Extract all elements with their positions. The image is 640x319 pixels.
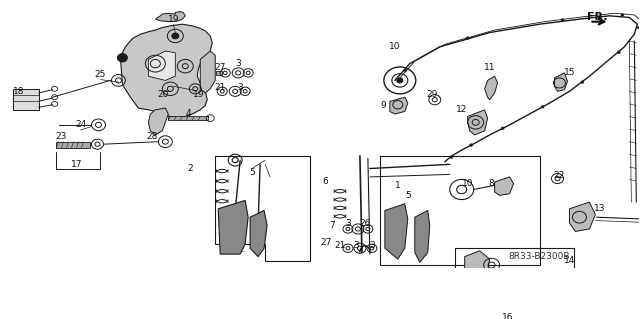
Polygon shape xyxy=(570,202,595,232)
Text: FR.: FR. xyxy=(587,12,607,22)
Circle shape xyxy=(397,78,403,83)
Polygon shape xyxy=(148,108,168,135)
Circle shape xyxy=(172,33,179,39)
Bar xyxy=(454,248,575,286)
Text: 15: 15 xyxy=(564,68,575,77)
Text: 10: 10 xyxy=(389,42,401,51)
Polygon shape xyxy=(484,76,498,100)
Circle shape xyxy=(470,144,473,146)
Text: 6: 6 xyxy=(322,177,328,186)
Polygon shape xyxy=(468,110,488,135)
Circle shape xyxy=(618,51,620,54)
Text: 28: 28 xyxy=(147,132,158,141)
Polygon shape xyxy=(250,211,267,256)
Circle shape xyxy=(466,37,469,39)
Text: 1: 1 xyxy=(395,181,401,190)
Text: 25: 25 xyxy=(95,70,106,79)
Polygon shape xyxy=(156,11,186,22)
Polygon shape xyxy=(120,24,212,118)
Polygon shape xyxy=(385,204,408,259)
Text: 18: 18 xyxy=(13,87,24,96)
Polygon shape xyxy=(200,51,215,93)
Text: 23: 23 xyxy=(55,132,67,141)
Polygon shape xyxy=(495,177,513,195)
Text: 8: 8 xyxy=(489,179,495,188)
Polygon shape xyxy=(465,251,490,276)
Circle shape xyxy=(501,127,504,130)
Text: 19: 19 xyxy=(168,15,179,24)
Polygon shape xyxy=(216,71,222,75)
Circle shape xyxy=(637,26,640,29)
Text: 3: 3 xyxy=(345,219,351,227)
Text: 22: 22 xyxy=(554,171,565,180)
Text: 12: 12 xyxy=(456,105,467,114)
Circle shape xyxy=(621,14,624,16)
Polygon shape xyxy=(148,51,175,80)
Text: 7: 7 xyxy=(329,221,335,230)
Circle shape xyxy=(450,156,452,159)
Text: 9: 9 xyxy=(380,101,386,110)
Text: 27: 27 xyxy=(320,238,332,247)
Text: 13: 13 xyxy=(594,204,605,213)
Circle shape xyxy=(581,81,584,83)
Text: 4: 4 xyxy=(186,109,191,118)
Text: 27: 27 xyxy=(214,63,226,72)
Bar xyxy=(454,290,634,319)
Polygon shape xyxy=(56,142,90,148)
Text: 3: 3 xyxy=(369,241,375,250)
Text: 10: 10 xyxy=(462,179,474,188)
Text: 21: 21 xyxy=(334,241,346,250)
Text: 24: 24 xyxy=(75,120,86,130)
Text: 11: 11 xyxy=(484,63,495,72)
Polygon shape xyxy=(390,97,408,114)
Polygon shape xyxy=(13,89,38,110)
Polygon shape xyxy=(554,73,568,91)
Polygon shape xyxy=(218,200,248,254)
Circle shape xyxy=(404,69,407,71)
Polygon shape xyxy=(168,116,208,120)
Circle shape xyxy=(118,54,127,62)
Text: 3: 3 xyxy=(353,241,359,250)
Text: 2: 2 xyxy=(188,164,193,173)
Text: 5: 5 xyxy=(405,191,411,200)
Text: 26: 26 xyxy=(359,219,371,227)
Text: 29: 29 xyxy=(426,90,438,99)
Text: 17: 17 xyxy=(71,160,83,169)
Circle shape xyxy=(561,19,564,21)
Text: 21: 21 xyxy=(214,83,226,92)
Text: 16: 16 xyxy=(502,313,513,319)
Polygon shape xyxy=(415,211,430,263)
Text: 20: 20 xyxy=(157,90,169,99)
Text: 5: 5 xyxy=(249,168,255,177)
Text: 3: 3 xyxy=(237,83,243,92)
Text: 19: 19 xyxy=(193,90,204,99)
Text: 3: 3 xyxy=(236,59,241,68)
Text: 14: 14 xyxy=(564,256,575,265)
Circle shape xyxy=(541,106,544,108)
Text: 8R33-B2300B: 8R33-B2300B xyxy=(509,252,570,261)
Bar xyxy=(380,156,540,265)
